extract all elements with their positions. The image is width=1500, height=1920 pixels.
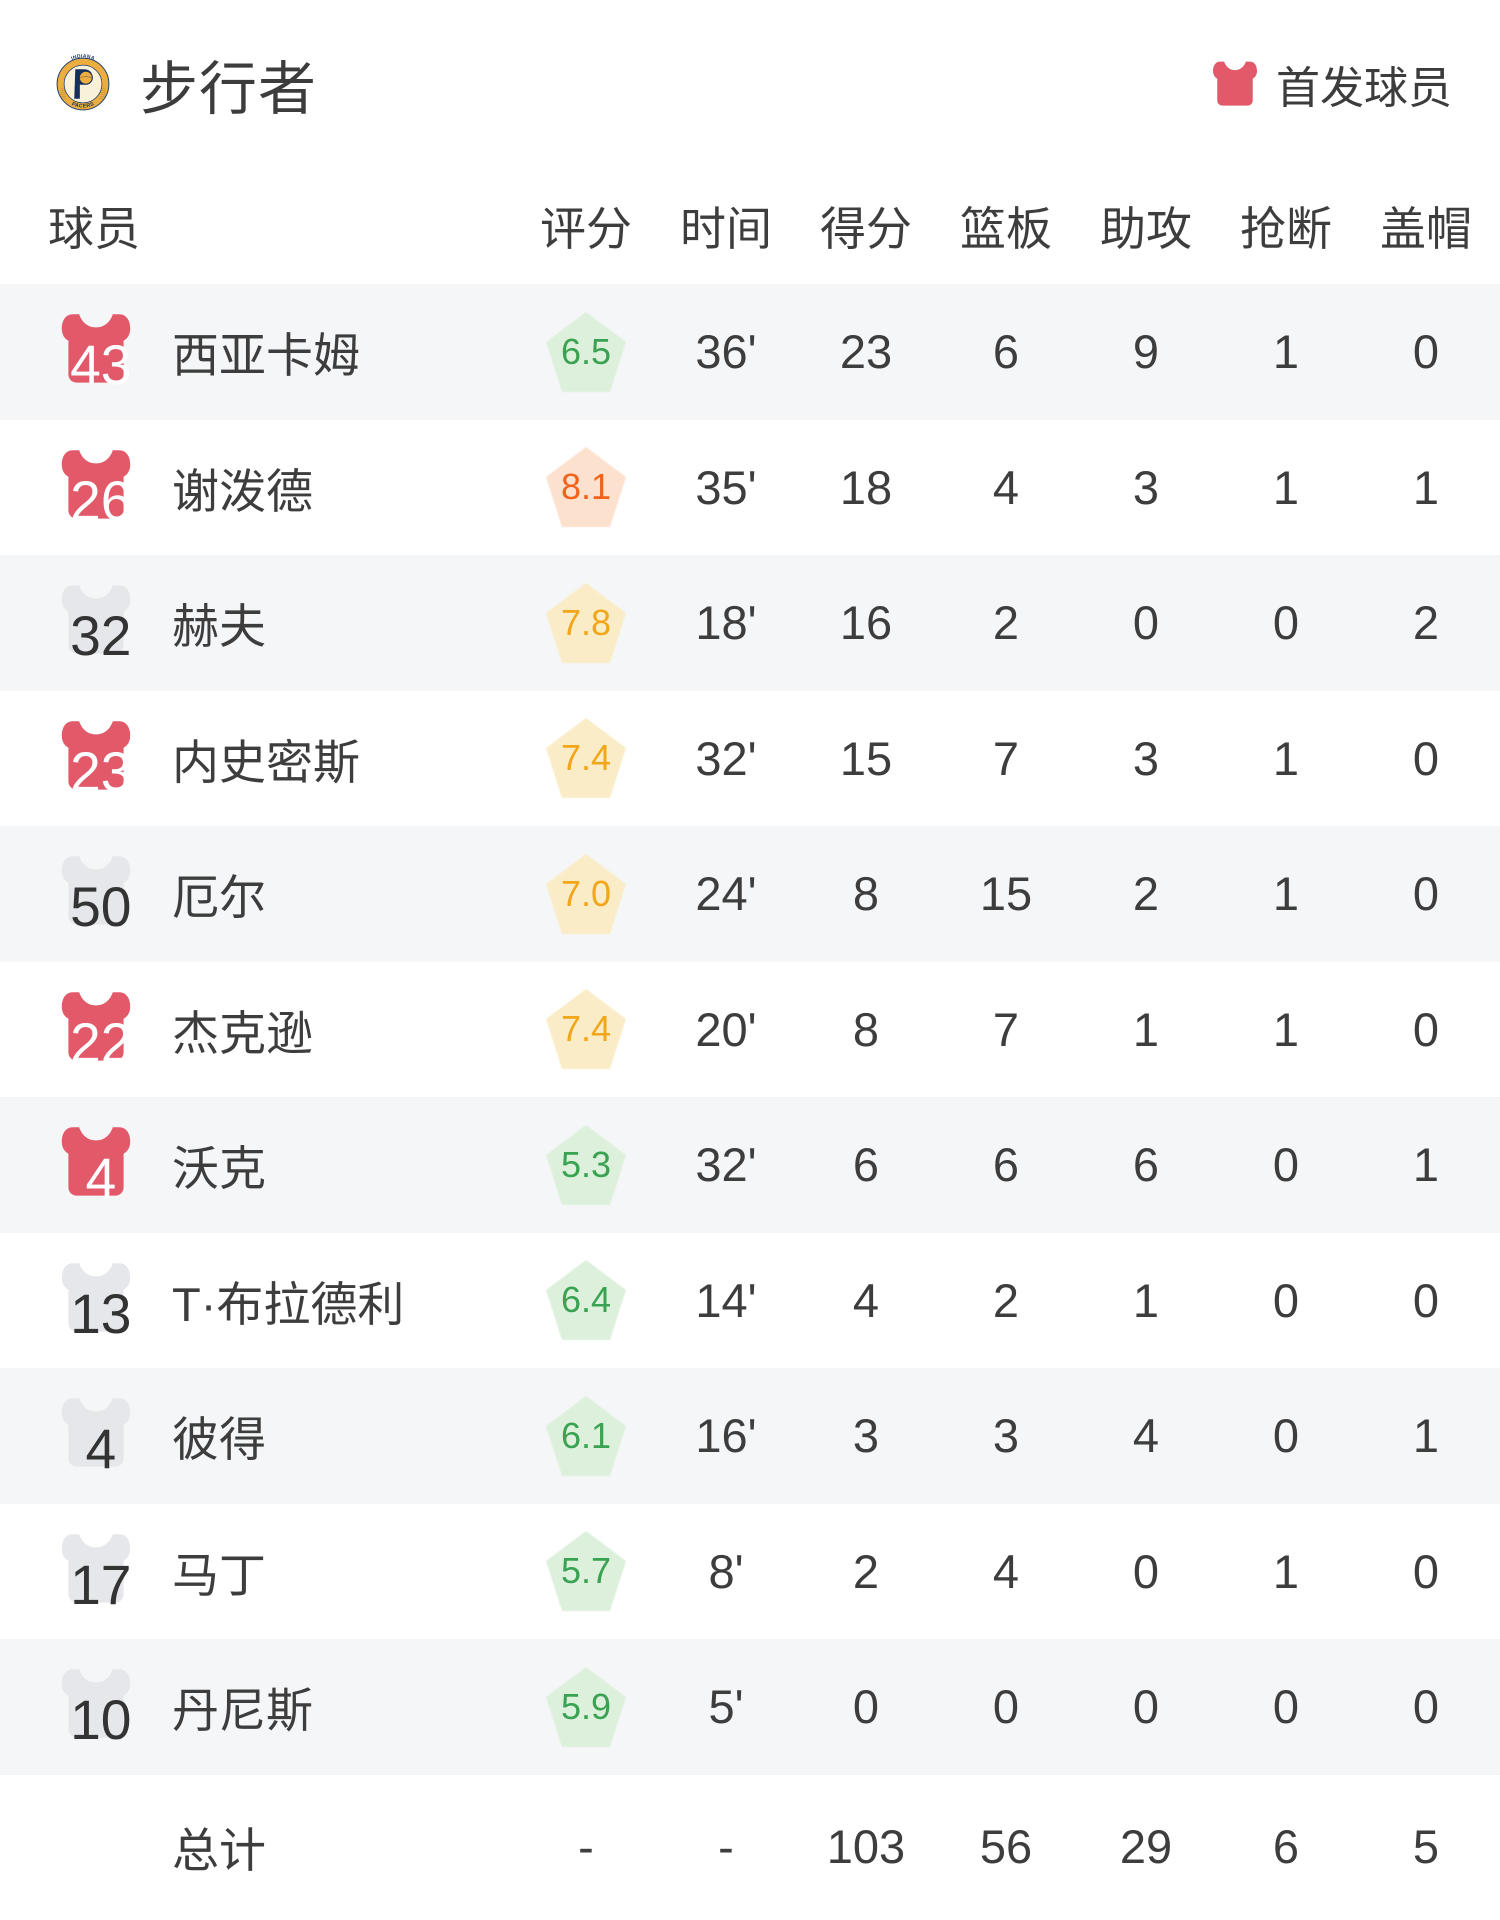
svg-text:50: 50 bbox=[70, 876, 131, 933]
svg-text:4: 4 bbox=[85, 1418, 116, 1475]
svg-text:32: 32 bbox=[70, 605, 131, 662]
svg-text:10: 10 bbox=[70, 1689, 131, 1746]
svg-text:43: 43 bbox=[70, 334, 131, 391]
svg-text:4: 4 bbox=[85, 1147, 116, 1204]
svg-text:23: 23 bbox=[70, 740, 131, 797]
svg-text:26: 26 bbox=[70, 469, 131, 526]
svg-text:17: 17 bbox=[70, 1553, 131, 1610]
svg-text:13: 13 bbox=[70, 1282, 131, 1339]
svg-text:22: 22 bbox=[70, 1011, 131, 1068]
